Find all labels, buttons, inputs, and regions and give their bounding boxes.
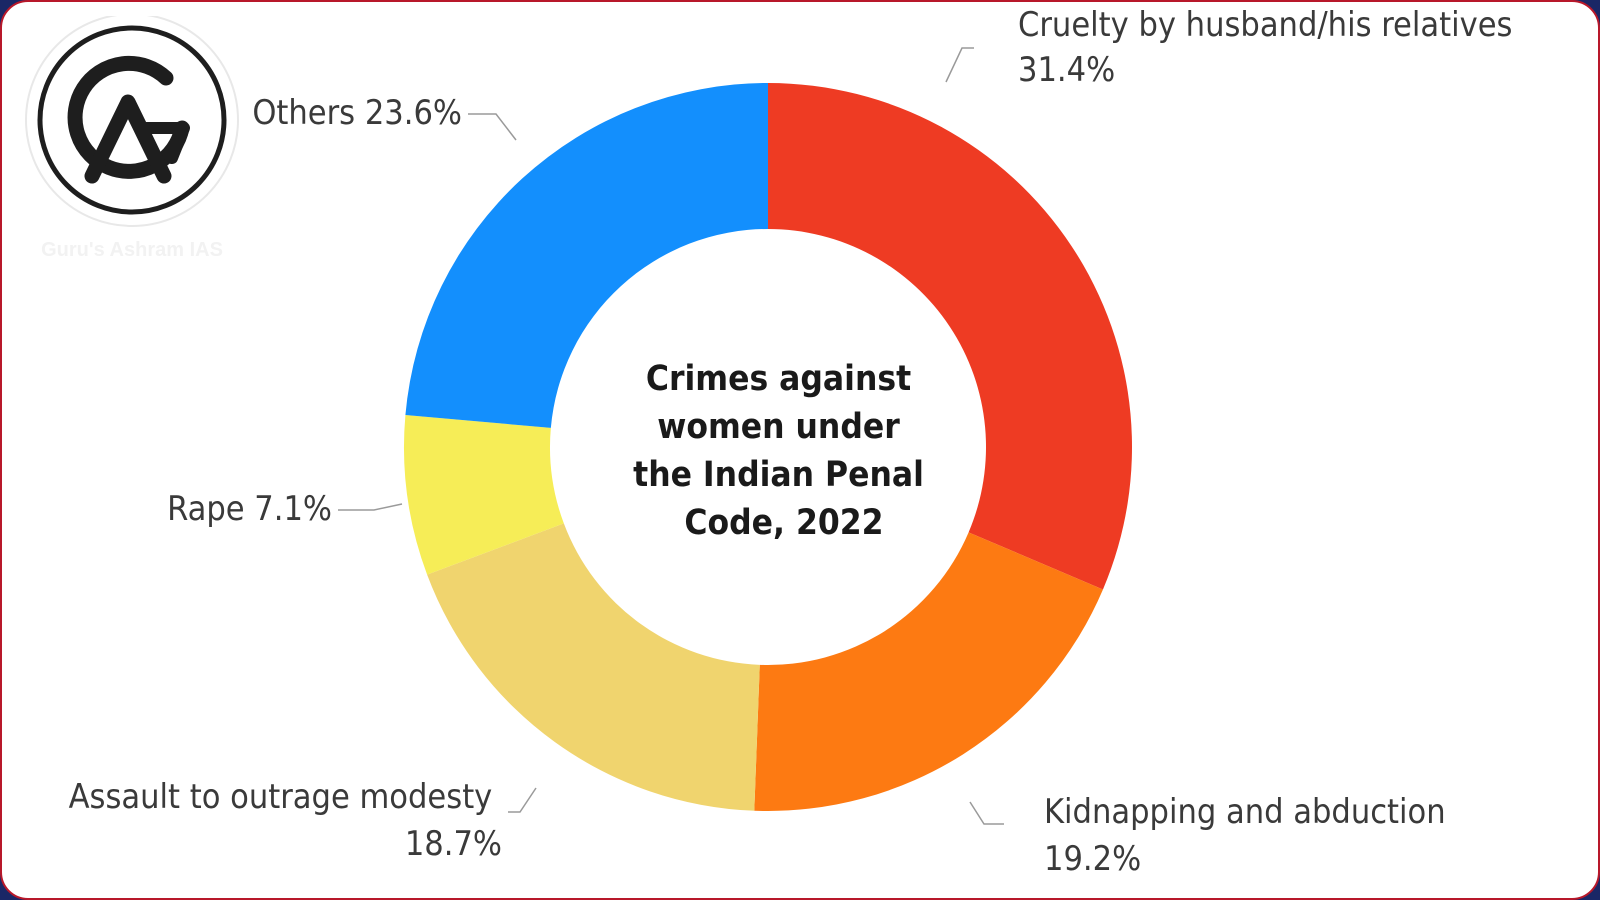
- slice-label-assault: Assault to outrage modesty 18.7%: [69, 777, 502, 864]
- chart-title: Crimes against women under the Indian Pe…: [633, 359, 935, 543]
- slice-label-cruelty: Cruelty by husband/his relatives 31.4%: [1018, 5, 1522, 90]
- slice-label-assault-name: Assault to outrage modesty: [69, 777, 493, 817]
- leader-line-4: [338, 503, 403, 511]
- logo-caption: Guru's Ashram IAS: [41, 239, 223, 261]
- slice-label-others: Others 23.6%: [252, 93, 462, 133]
- leader-lines: [338, 47, 1004, 825]
- slice-label-kidnapping-name: Kidnapping and abduction: [1044, 792, 1446, 832]
- chart-title-line-4: Code, 2022: [684, 503, 883, 543]
- donut-slice-kidnapping: [754, 532, 1103, 811]
- chart-title-line-3: the Indian Penal: [633, 455, 924, 495]
- chart-title-line-1: Crimes against: [646, 359, 911, 399]
- slice-label-cruelty-value: 31.4%: [1018, 50, 1115, 90]
- leader-line-1: [945, 47, 974, 83]
- slice-label-rape: Rape 7.1%: [167, 489, 332, 529]
- slice-label-rape-name: Rape: [167, 489, 245, 529]
- slice-label-assault-value: 18.7%: [405, 824, 502, 864]
- slice-label-cruelty-name: Cruelty by husband/his relatives: [1018, 5, 1512, 45]
- slice-label-kidnapping: Kidnapping and abduction 19.2%: [1044, 792, 1455, 879]
- logo-emblem-icon: [67, 55, 190, 184]
- slice-label-others-name: Others: [252, 93, 355, 133]
- leader-line-3: [508, 787, 537, 813]
- slice-label-rape-value: 7.1%: [254, 489, 332, 529]
- donut-slices: [404, 83, 1132, 811]
- logo-ring: [37, 25, 227, 215]
- donut-slice-rape: [404, 415, 564, 575]
- leader-line-2: [969, 801, 1004, 825]
- brand-logo: Guru's Ashram IAS: [25, 16, 239, 261]
- slice-labels: Cruelty by husband/his relatives 31.4% K…: [69, 5, 1522, 879]
- chart-title-line-2: women under: [657, 407, 900, 447]
- leader-line-5: [468, 113, 517, 141]
- donut-slice-cruelty: [768, 83, 1132, 590]
- slice-label-others-value: 23.6%: [365, 93, 462, 133]
- donut-slice-assault: [427, 523, 760, 811]
- slice-label-kidnapping-value: 19.2%: [1044, 839, 1141, 879]
- donut-slice-others: [405, 83, 768, 428]
